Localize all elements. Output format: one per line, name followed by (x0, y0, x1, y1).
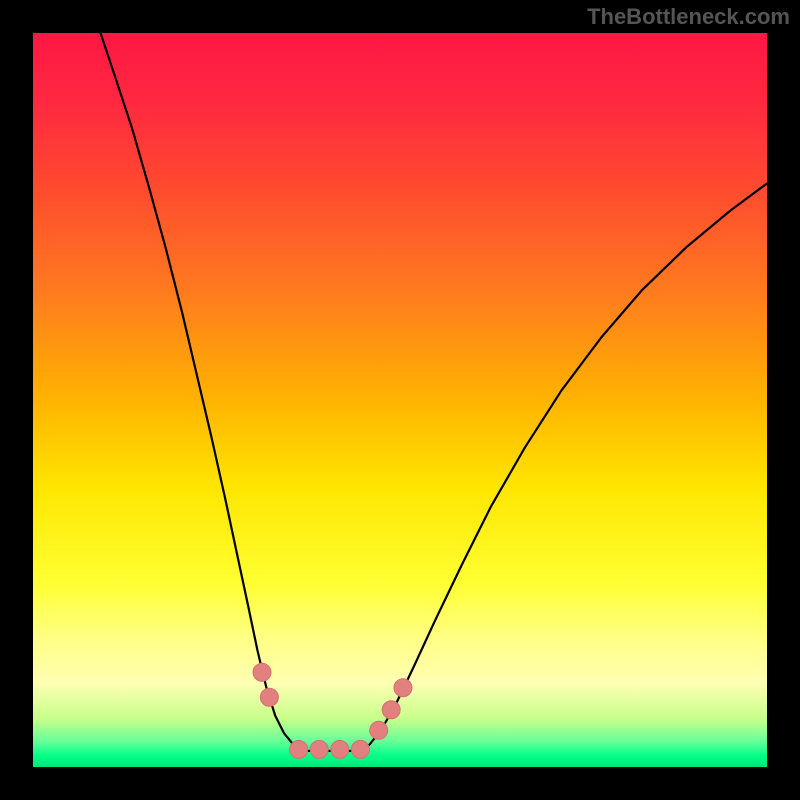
curve-marker (382, 701, 400, 719)
curve-marker (370, 721, 388, 739)
curve-marker (260, 688, 278, 706)
gradient-plot-area (33, 33, 767, 767)
curve-marker (394, 679, 412, 697)
curve-marker (253, 663, 271, 681)
curve-marker (351, 740, 369, 758)
chart-frame: TheBottleneck.com (0, 0, 800, 800)
curve-marker (331, 740, 349, 758)
bottleneck-chart-svg (0, 0, 800, 800)
curve-marker (290, 740, 308, 758)
curve-marker (310, 740, 328, 758)
